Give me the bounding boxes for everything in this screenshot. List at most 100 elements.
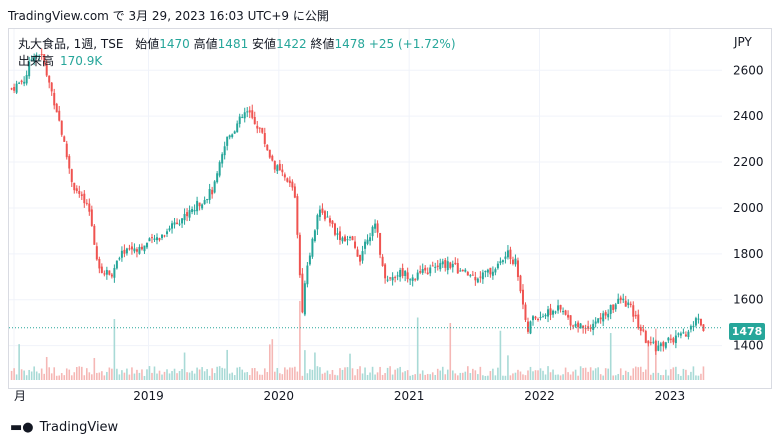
volume-bar bbox=[622, 375, 625, 380]
candle-body bbox=[349, 237, 352, 239]
candle-body bbox=[574, 323, 577, 327]
volume-bar bbox=[226, 349, 228, 380]
candle-body bbox=[567, 314, 570, 318]
volume-bar bbox=[657, 372, 660, 380]
candle-body bbox=[637, 314, 640, 329]
candle-body bbox=[406, 272, 409, 280]
candle-body bbox=[145, 242, 148, 248]
volume-bar bbox=[236, 367, 239, 380]
x-tick-label: 2022 bbox=[524, 389, 555, 403]
volume-bar bbox=[629, 375, 632, 380]
volume-bar bbox=[311, 369, 314, 380]
volume-bar bbox=[281, 374, 284, 380]
candle-body bbox=[88, 203, 91, 212]
volume-bar bbox=[494, 375, 497, 380]
brand-name: TradingView bbox=[39, 420, 119, 435]
volume-bar bbox=[602, 375, 604, 380]
candle-body bbox=[552, 310, 555, 315]
candle-body bbox=[594, 321, 597, 324]
volume-bar bbox=[176, 373, 178, 380]
volume-bar bbox=[86, 368, 88, 380]
currency-label: JPY bbox=[734, 35, 752, 49]
candle-body bbox=[614, 304, 617, 310]
volume-bar bbox=[472, 368, 474, 380]
candle-body bbox=[198, 202, 201, 207]
candle-body bbox=[379, 232, 382, 255]
candle-body bbox=[301, 273, 304, 313]
candle-body bbox=[579, 323, 582, 329]
volume-bar bbox=[173, 368, 176, 380]
volume-bar bbox=[80, 366, 83, 380]
candle-body bbox=[150, 237, 153, 239]
candle-body bbox=[414, 279, 417, 281]
volume-bar bbox=[604, 368, 607, 380]
volume-bar bbox=[166, 369, 168, 380]
header-bar: TradingView.com で 3月 29, 2023 16:03 UTC+… bbox=[0, 0, 780, 28]
volume-bar bbox=[193, 373, 196, 380]
candle-body bbox=[15, 83, 18, 93]
candle-body bbox=[441, 261, 444, 265]
candle-body bbox=[411, 277, 414, 281]
candle-body bbox=[519, 275, 522, 292]
candle-body bbox=[539, 316, 542, 318]
volume-bar bbox=[637, 367, 640, 380]
volume-bar bbox=[228, 373, 231, 380]
candle-body bbox=[296, 196, 299, 235]
candle-body bbox=[456, 263, 459, 274]
chart-panel[interactable] bbox=[8, 28, 772, 389]
candle-body bbox=[186, 212, 189, 217]
volume-bar bbox=[279, 373, 281, 380]
volume-bar bbox=[499, 330, 502, 380]
volume-bar bbox=[221, 367, 223, 380]
y-tick-label: 2000 bbox=[733, 201, 764, 215]
candle-body bbox=[569, 315, 572, 326]
candle-body bbox=[100, 266, 103, 273]
y-tick-label: 2200 bbox=[733, 155, 764, 169]
volume-bar bbox=[321, 373, 324, 380]
volume-bar bbox=[436, 368, 439, 380]
volume-bar bbox=[467, 366, 469, 380]
candle-body bbox=[308, 255, 311, 265]
volume-bar bbox=[682, 368, 685, 380]
volume-bar bbox=[48, 367, 51, 380]
volume-bar bbox=[614, 375, 617, 380]
volume-bar bbox=[101, 371, 103, 380]
volume-bar bbox=[554, 374, 557, 380]
volume-bar bbox=[138, 372, 141, 380]
candle-body bbox=[306, 265, 309, 285]
candle-body bbox=[659, 343, 662, 347]
candle-body bbox=[166, 231, 169, 235]
candle-body bbox=[211, 189, 214, 195]
volume-bar bbox=[680, 375, 682, 380]
volume-bar bbox=[677, 374, 680, 380]
candle-body bbox=[135, 249, 138, 252]
candle-body bbox=[333, 223, 336, 235]
candle-body bbox=[331, 220, 334, 225]
candle-body bbox=[544, 314, 547, 317]
volume-bar bbox=[624, 370, 627, 380]
volume-bar bbox=[309, 369, 311, 380]
volume-bar bbox=[441, 366, 444, 380]
footer-brand[interactable]: ▬● TradingView bbox=[10, 420, 118, 435]
x-tick-label: 月 bbox=[14, 389, 26, 403]
volume-bar bbox=[642, 371, 645, 380]
volume-bar bbox=[96, 372, 98, 380]
x-tick-label: 2021 bbox=[394, 389, 425, 403]
volume-bar bbox=[634, 366, 637, 380]
volume-bar bbox=[136, 369, 138, 380]
volume-bar bbox=[399, 366, 401, 380]
volume-bar bbox=[233, 375, 236, 380]
volume-bar bbox=[50, 373, 53, 380]
volume-bar bbox=[168, 373, 171, 380]
candle-body bbox=[43, 54, 46, 65]
candle-body bbox=[361, 251, 364, 261]
volume-bar bbox=[374, 374, 376, 380]
candle-body bbox=[619, 297, 622, 301]
volume-bar bbox=[316, 366, 319, 380]
volume-bar bbox=[697, 375, 700, 380]
candle-body bbox=[40, 54, 43, 56]
volume-bar bbox=[559, 375, 562, 380]
volume-bar bbox=[153, 366, 156, 380]
candle-body bbox=[123, 249, 126, 254]
